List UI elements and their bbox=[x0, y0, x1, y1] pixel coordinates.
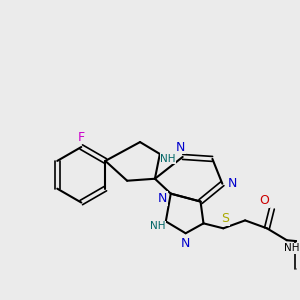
Text: S: S bbox=[221, 212, 229, 225]
Text: N: N bbox=[176, 140, 185, 154]
Text: NH: NH bbox=[150, 221, 166, 231]
Text: NH: NH bbox=[160, 154, 176, 164]
Text: O: O bbox=[259, 194, 269, 207]
Text: F: F bbox=[78, 130, 85, 144]
Text: N: N bbox=[228, 177, 237, 190]
Text: N: N bbox=[158, 192, 167, 205]
Text: N: N bbox=[181, 237, 190, 250]
Text: NH: NH bbox=[284, 243, 299, 253]
